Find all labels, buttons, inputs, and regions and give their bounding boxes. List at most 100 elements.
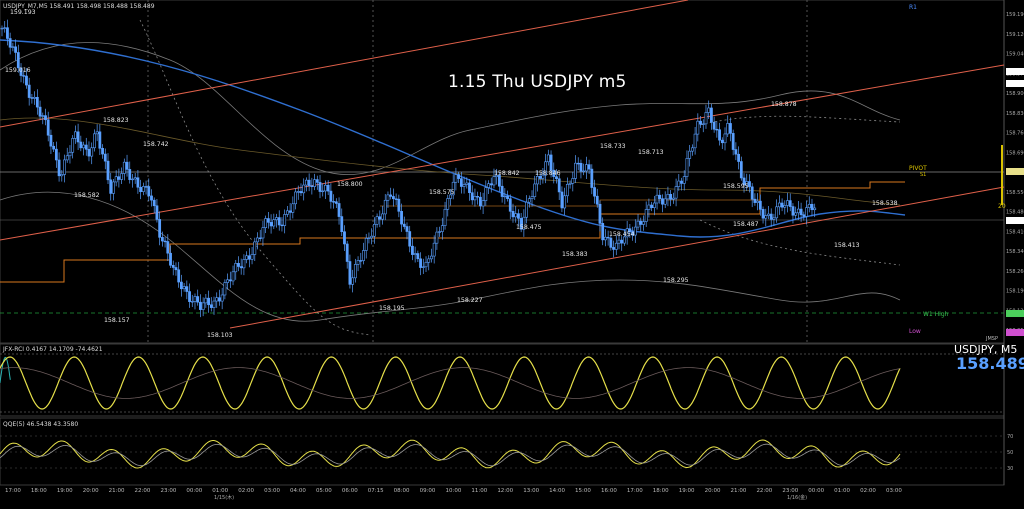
candle-body <box>682 176 686 184</box>
candle-body <box>536 176 539 185</box>
time-tick: 19:00 <box>57 488 73 494</box>
time-tick: 14:00 <box>549 488 565 494</box>
candle-body <box>218 297 221 302</box>
price-label: 158.823 <box>103 117 129 124</box>
candle-body <box>160 237 164 242</box>
candle-body <box>171 264 175 268</box>
qqe-label: QQE(5) 46.5438 43.3580 <box>3 421 78 428</box>
candle-body <box>95 131 99 135</box>
candle-body <box>541 174 545 179</box>
time-tick: 22:00 <box>135 488 151 494</box>
candle-body <box>8 38 12 48</box>
candle-body <box>11 46 15 48</box>
time-axis[interactable]: 17:00 18:00 19:00 20:00 21:00 22:00 23:00 00:00… <box>5 488 902 494</box>
candle-body <box>245 255 249 260</box>
candle-body <box>677 180 681 187</box>
time-tick: 06:00 <box>342 488 358 494</box>
candle-body <box>666 194 670 200</box>
candle-body <box>182 286 186 290</box>
candle-body <box>101 147 104 155</box>
candle-body <box>739 161 743 179</box>
candle-body <box>234 263 238 273</box>
price-tick: 158.190 <box>1006 289 1024 295</box>
candle-body <box>745 181 749 186</box>
candle-body <box>617 239 621 244</box>
candle-body <box>209 304 213 308</box>
time-tick: 10:00 <box>446 488 462 494</box>
candle-body <box>294 191 297 205</box>
candle-body <box>413 253 417 255</box>
candle-body <box>462 184 466 187</box>
time-tick: 18:00 <box>653 488 669 494</box>
r1-tag: R1 <box>909 4 917 11</box>
candle-body <box>256 237 259 243</box>
candle-body <box>707 107 711 113</box>
candle-body <box>753 198 757 203</box>
price-tick: 158.480 <box>1006 210 1024 216</box>
candle-body <box>484 187 488 202</box>
time-tick: 12:00 <box>497 488 513 494</box>
candle-body <box>750 186 754 200</box>
candle-body <box>625 228 629 238</box>
candle-body <box>370 235 374 239</box>
time-tick: 00:00 <box>808 488 824 494</box>
candle-body <box>133 177 137 180</box>
candle-body <box>310 185 314 187</box>
candle-body <box>780 202 784 208</box>
candle-body <box>631 231 634 236</box>
candle-body <box>582 170 586 173</box>
candle-body <box>525 201 528 218</box>
candle-body <box>63 159 66 175</box>
candle-body <box>459 178 463 187</box>
candle-body <box>517 213 520 219</box>
candle-body <box>109 179 113 194</box>
candle-body <box>174 267 178 271</box>
candle-body <box>6 27 9 39</box>
candle-body <box>76 131 80 143</box>
candle-body <box>212 300 216 308</box>
candle-body <box>84 144 88 150</box>
price-label: 158.538 <box>872 200 898 207</box>
time-tick: 05:00 <box>316 488 332 494</box>
rci-long-line <box>0 367 901 399</box>
price-tick: 158.760 <box>1006 131 1024 137</box>
time-tick: 11:00 <box>471 488 487 494</box>
time-tick: 04:00 <box>290 488 306 494</box>
candle-body <box>421 266 425 268</box>
candle-body <box>644 209 648 222</box>
candle-body <box>647 204 651 210</box>
candle-body <box>449 194 452 199</box>
candle-body <box>60 174 64 177</box>
trendline-upper <box>0 0 689 128</box>
time-tick: 17:00 <box>627 488 643 494</box>
candle-body <box>207 297 210 306</box>
candle-body <box>242 259 246 269</box>
candle-body <box>285 210 289 215</box>
candle-body <box>362 250 365 261</box>
candle-body <box>748 181 751 188</box>
candle-body <box>454 174 458 183</box>
candle-body <box>560 191 564 209</box>
bollinger-lower <box>0 191 901 322</box>
candle-body <box>114 176 118 183</box>
price-label: 158.733 <box>600 143 626 150</box>
candle-body <box>52 145 56 150</box>
candle-body <box>813 207 817 211</box>
w1-high-badge <box>1006 310 1024 317</box>
price-tick: 158.690 <box>1006 150 1024 156</box>
candle-body <box>508 198 512 212</box>
candle-body <box>201 302 205 310</box>
symbol-info: USDJPY_M7,M5 158.491 158.498 158.488 158… <box>3 3 155 10</box>
candle-body <box>367 237 371 239</box>
candle-body <box>533 183 537 197</box>
candle-body <box>791 206 795 216</box>
candle-body <box>680 180 683 184</box>
candle-body <box>193 296 197 302</box>
candle-body <box>693 133 697 149</box>
price-label: 158.195 <box>379 305 405 312</box>
candle-body <box>122 161 126 174</box>
time-tick: 07:15 <box>368 488 384 494</box>
candle-body <box>288 210 292 213</box>
